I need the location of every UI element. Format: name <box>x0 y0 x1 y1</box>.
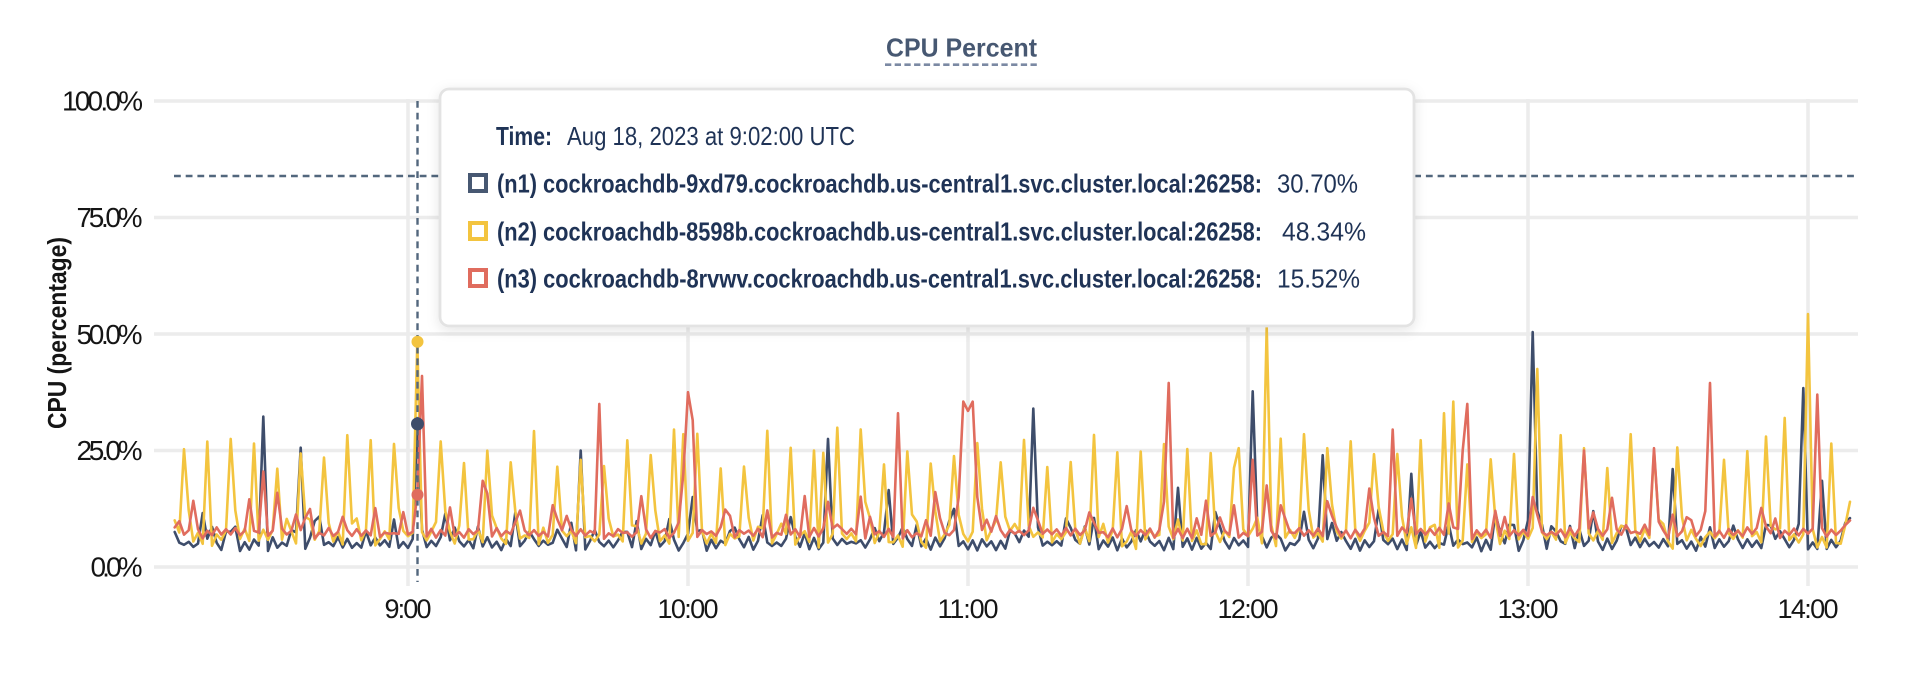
svg-text:10:00: 10:00 <box>658 594 719 624</box>
svg-text:11:00: 11:00 <box>938 594 999 624</box>
svg-text:25.0%: 25.0% <box>77 435 143 466</box>
svg-text:15.52%: 15.52% <box>1277 264 1360 294</box>
svg-text:Time:: Time: <box>496 121 552 151</box>
svg-text:50.0%: 50.0% <box>77 319 143 350</box>
svg-text:13:00: 13:00 <box>1498 594 1559 624</box>
svg-text:75.0%: 75.0% <box>77 202 143 233</box>
svg-text:9:00: 9:00 <box>385 594 432 624</box>
svg-text:30.70%: 30.70% <box>1277 169 1358 199</box>
svg-text:14:00: 14:00 <box>1778 594 1839 624</box>
svg-text:(n1) cockroachdb-9xd79.cockroa: (n1) cockroachdb-9xd79.cockroachdb.us-ce… <box>497 169 1262 199</box>
svg-text:Aug 18, 2023 at 9:02:00 UTC: Aug 18, 2023 at 9:02:00 UTC <box>567 121 855 151</box>
svg-text:12:00: 12:00 <box>1218 594 1279 624</box>
svg-text:(n2) cockroachdb-8598b.cockroa: (n2) cockroachdb-8598b.cockroachdb.us-ce… <box>497 217 1262 247</box>
svg-text:CPU Percent: CPU Percent <box>886 33 1037 63</box>
svg-text:(n3) cockroachdb-8rvwv.cockroa: (n3) cockroachdb-8rvwv.cockroachdb.us-ce… <box>497 264 1262 294</box>
svg-text:100.0%: 100.0% <box>62 86 143 117</box>
svg-text:0.0%: 0.0% <box>91 552 143 583</box>
svg-text:CPU (percentage): CPU (percentage) <box>42 237 72 429</box>
svg-text:48.34%: 48.34% <box>1282 217 1366 247</box>
